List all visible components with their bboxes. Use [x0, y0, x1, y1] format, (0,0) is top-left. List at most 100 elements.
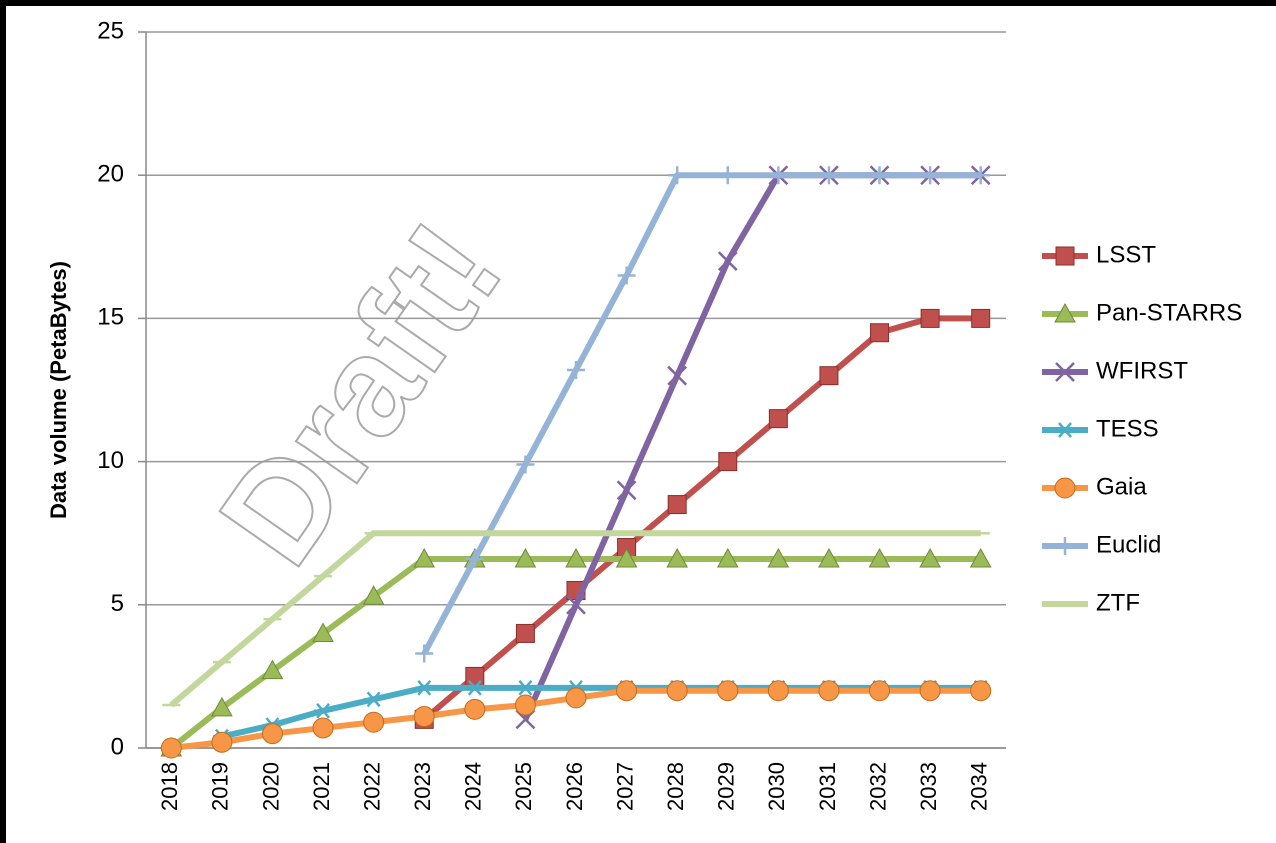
- series: [160, 680, 992, 759]
- marker: [717, 680, 739, 702]
- legend-label: WFIRST: [1096, 357, 1188, 384]
- marker: [869, 680, 891, 702]
- marker: [717, 251, 738, 272]
- marker: [767, 547, 790, 568]
- marker: [767, 680, 789, 702]
- marker: [919, 680, 941, 702]
- x-tick-label: 2029: [714, 762, 739, 811]
- y-tick-label: 5: [111, 590, 124, 617]
- marker: [211, 696, 233, 717]
- marker: [565, 687, 587, 709]
- x-tick-label: 2028: [663, 762, 688, 811]
- marker: [919, 547, 941, 568]
- legend-label: TESS: [1096, 415, 1159, 442]
- marker: [413, 547, 436, 568]
- x-tick-label: 2022: [359, 762, 384, 811]
- marker: [666, 547, 689, 568]
- chart-background: [6, 6, 1276, 843]
- marker: [971, 166, 990, 185]
- marker: [616, 480, 637, 501]
- x-tick-label: 2034: [967, 762, 992, 811]
- marker: [314, 702, 333, 719]
- y-tick-label: 20: [97, 161, 124, 188]
- marker: [870, 323, 890, 343]
- marker: [818, 680, 840, 702]
- marker: [870, 166, 889, 185]
- marker: [516, 680, 535, 696]
- marker: [718, 452, 738, 472]
- marker: [819, 366, 839, 386]
- marker: [819, 166, 838, 185]
- legend-marker: [1055, 362, 1075, 382]
- marker: [718, 166, 737, 185]
- marker: [312, 622, 334, 642]
- marker: [261, 659, 284, 680]
- x-tick-label: 2024: [461, 762, 486, 811]
- marker: [921, 166, 940, 185]
- legend-label: Euclid: [1096, 531, 1161, 558]
- y-tick-label: 10: [97, 447, 124, 474]
- marker: [362, 585, 385, 605]
- marker: [465, 549, 484, 568]
- y-axis-label: Data volume (PetaBytes): [46, 261, 71, 519]
- y-tick-label: 0: [111, 733, 124, 760]
- legend-label: Gaia: [1096, 473, 1147, 500]
- series: [162, 530, 990, 708]
- x-tick-label: 2020: [258, 762, 283, 811]
- x-tick-label: 2019: [208, 762, 233, 811]
- marker: [969, 547, 992, 568]
- series: [414, 308, 991, 729]
- marker: [868, 547, 891, 568]
- marker: [971, 308, 991, 328]
- marker: [464, 698, 486, 720]
- legend-marker: [1054, 477, 1076, 499]
- marker: [667, 495, 687, 515]
- series: [415, 166, 990, 663]
- marker: [515, 623, 535, 643]
- marker: [415, 680, 434, 696]
- marker: [565, 547, 587, 568]
- marker: [514, 694, 536, 716]
- marker: [615, 547, 638, 568]
- legend-marker: [1056, 537, 1074, 555]
- marker: [668, 166, 687, 185]
- marker: [818, 547, 840, 568]
- marker: [716, 547, 739, 568]
- marker: [514, 547, 537, 568]
- marker: [616, 680, 638, 702]
- marker: [666, 680, 688, 702]
- marker: [415, 644, 434, 663]
- x-tick-label: 2032: [865, 762, 890, 811]
- marker: [465, 666, 485, 686]
- x-tick-label: 2021: [309, 762, 334, 811]
- marker: [970, 680, 992, 702]
- marker: [465, 680, 484, 696]
- legend-label: Pan-STARRS: [1096, 299, 1242, 326]
- y-tick-label: 15: [97, 304, 124, 331]
- x-tick-label: 2023: [410, 762, 435, 811]
- marker: [566, 594, 586, 615]
- marker: [312, 717, 334, 739]
- x-tick-label: 2018: [157, 762, 182, 811]
- marker: [516, 455, 535, 474]
- marker: [769, 166, 788, 185]
- marker: [920, 308, 940, 328]
- marker: [617, 266, 636, 285]
- marker: [667, 365, 688, 386]
- y-tick-label: 25: [97, 17, 124, 44]
- x-tick-label: 2025: [511, 762, 536, 811]
- marker: [211, 731, 233, 753]
- marker: [363, 711, 385, 733]
- x-tick-label: 2030: [764, 762, 789, 811]
- legend-label: LSST: [1096, 241, 1156, 268]
- series: [160, 547, 992, 757]
- marker: [160, 737, 182, 759]
- legend-marker: [1055, 246, 1075, 266]
- marker: [261, 723, 283, 745]
- marker: [768, 409, 788, 429]
- x-tick-label: 2033: [916, 762, 941, 811]
- legend-marker: [1054, 302, 1076, 323]
- legend-marker: [1056, 422, 1074, 438]
